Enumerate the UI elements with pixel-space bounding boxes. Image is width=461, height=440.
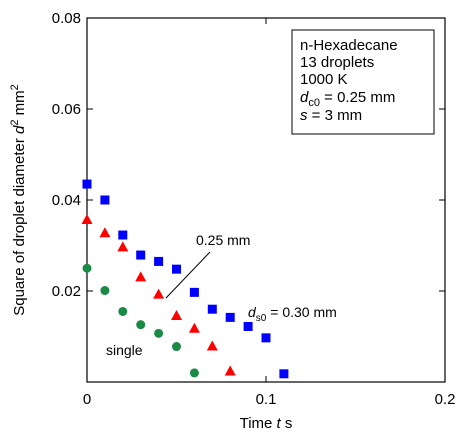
x-tick-label: 0.2 [435, 391, 456, 408]
legend-dc0: dc0 = 0.25 mm [300, 89, 395, 109]
circle-marker [172, 342, 181, 352]
square-marker [136, 250, 146, 260]
data-markers [81, 179, 289, 379]
triangle-marker [99, 227, 111, 238]
annotations: 0.25 mm ds0 = 0.30 mm single [106, 232, 337, 358]
circle-marker [100, 286, 110, 296]
triangle-marker [224, 365, 236, 376]
legend-droplets: 13 droplets [300, 54, 374, 71]
x-tick-label: 0.1 [256, 391, 277, 408]
square-marker [225, 312, 235, 322]
x-tick-labels: 0 0.1 0.2 [83, 391, 456, 408]
square-marker [261, 333, 271, 343]
square-marker [100, 195, 110, 205]
x-tick-label: 0 [83, 391, 91, 408]
triangle-marker [188, 322, 200, 333]
square-marker [279, 369, 289, 379]
y-tick-label: 0.06 [52, 101, 81, 118]
square-marker [118, 230, 128, 240]
square-marker [207, 304, 217, 314]
y-tick-label: 0.04 [52, 192, 81, 209]
triangle-marker [171, 310, 182, 321]
axis-ticks [86, 17, 446, 382]
y-tick-label: 0.08 [52, 10, 81, 27]
triangle-marker [81, 214, 93, 225]
square-marker [189, 287, 199, 297]
triangle-marker [153, 288, 165, 299]
circle-marker [118, 306, 128, 316]
y-axis-title: Square of droplet diameter d2 mm2 [9, 84, 28, 316]
triangle-marker [135, 271, 147, 282]
annotation-single: single [106, 342, 143, 358]
triangle-marker [206, 340, 218, 351]
legend-box: n-Hexadecane 13 droplets 1000 K dc0 = 0.… [291, 29, 435, 135]
legend-frame [291, 29, 435, 135]
square-marker [154, 256, 164, 266]
legend-temperature: 1000 K [300, 71, 348, 88]
square-marker [82, 179, 92, 189]
circle-marker [189, 368, 199, 378]
annotation-025mm-leader [165, 251, 211, 299]
square-marker [243, 321, 253, 331]
annotation-030mm: ds0 = 0.30 mm [248, 304, 337, 324]
circle-marker [154, 328, 164, 338]
square-marker [172, 264, 181, 274]
y-tick-labels: 0.02 0.04 0.06 0.08 [52, 10, 81, 300]
legend-spacing: s = 3 mm [300, 107, 362, 124]
y-tick-label: 0.02 [52, 283, 81, 300]
x-axis-title: Time t s [240, 415, 293, 432]
triangle-marker [117, 241, 129, 252]
circle-marker [136, 320, 146, 330]
circle-marker [82, 263, 92, 273]
legend-fuel: n-Hexadecane [300, 37, 398, 54]
annotation-025mm: 0.25 mm [196, 232, 250, 248]
